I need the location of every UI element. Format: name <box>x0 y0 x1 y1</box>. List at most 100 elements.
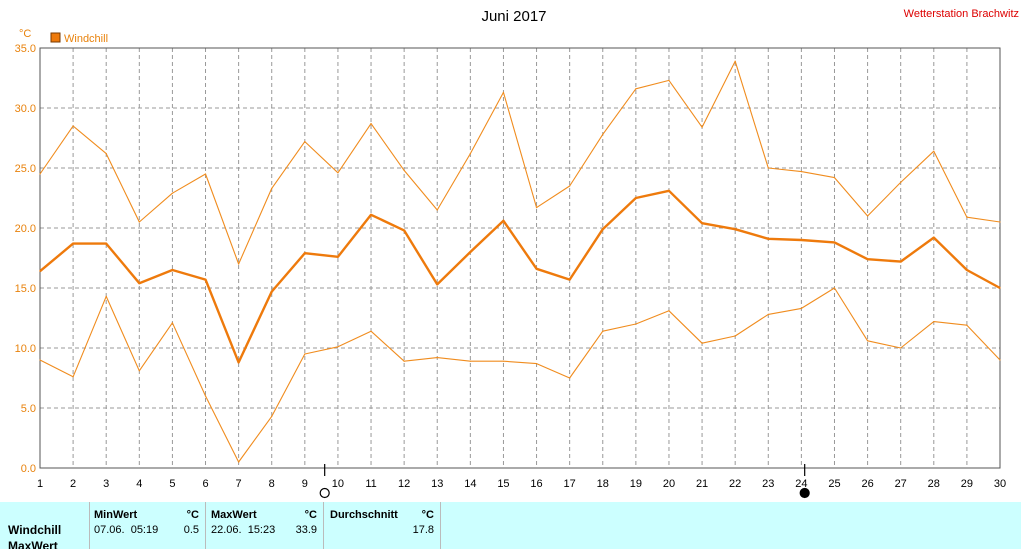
row-label-maxwert: MaxWert <box>8 539 58 549</box>
data-point-max <box>602 133 604 135</box>
data-point-min <box>403 360 405 362</box>
x-tick-label: 6 <box>202 478 208 490</box>
station-name: Wetterstation Brachwitz <box>904 8 1019 20</box>
legend-label: Windchill <box>64 33 108 45</box>
data-point-max <box>502 91 505 93</box>
data-point-avg <box>502 220 505 222</box>
x-tick-label: 5 <box>169 478 175 490</box>
x-tick-label: 19 <box>630 478 642 490</box>
data-point-max <box>304 141 306 143</box>
data-point-max <box>370 123 372 125</box>
data-point-max <box>271 187 273 189</box>
data-point-avg <box>138 282 140 284</box>
data-point-avg <box>535 268 538 270</box>
data-point-max <box>238 263 240 265</box>
plot-frame <box>39 47 1001 469</box>
data-point-min <box>866 340 869 342</box>
series-group <box>39 60 1001 463</box>
data-point-avg <box>304 252 306 254</box>
series-line-min <box>39 287 1001 463</box>
data-point-max <box>171 192 174 194</box>
y-tick-label: 35.0 <box>15 43 36 55</box>
data-point-max <box>701 126 703 128</box>
min-date: 07.06. 05:19 <box>94 524 159 536</box>
avg-unit: °C <box>421 509 434 521</box>
data-point-avg <box>271 291 273 293</box>
x-tick-label: 13 <box>431 478 443 490</box>
x-tick-label: 4 <box>136 478 142 490</box>
data-point-max <box>469 153 471 155</box>
data-point-max <box>569 185 571 187</box>
x-tick-label: 11 <box>365 478 376 490</box>
x-tick-label: 27 <box>895 478 907 490</box>
y-tick-label: 20.0 <box>15 223 36 235</box>
x-tick-label: 23 <box>762 478 774 490</box>
data-point-min <box>238 461 240 463</box>
min-unit: °C <box>186 509 199 521</box>
avg-header: Durchschnitt <box>330 509 398 521</box>
data-point-avg <box>238 361 240 363</box>
x-tick-label: 21 <box>696 478 708 490</box>
data-point-min <box>999 359 1001 361</box>
data-point-avg <box>800 239 802 241</box>
data-point-max <box>39 173 41 175</box>
data-point-min <box>701 342 703 344</box>
data-point-min <box>304 353 306 355</box>
data-point-min <box>966 324 968 326</box>
data-point-avg <box>436 283 438 285</box>
x-tick-label: 22 <box>729 478 741 490</box>
data-point-avg <box>999 287 1001 289</box>
footer-avg-col: Durchschnitt °C 17.8 <box>324 502 441 549</box>
data-point-avg <box>370 214 372 216</box>
data-point-avg <box>39 270 41 272</box>
y-tick-label: 25.0 <box>15 163 36 175</box>
new-moon-icon <box>799 487 810 499</box>
data-point-max <box>933 150 935 152</box>
data-point-min <box>502 360 505 362</box>
data-point-avg <box>403 229 405 231</box>
statistics-table: Windchill MaxWert MinWert °C 07.06. 05:1… <box>0 502 1021 549</box>
x-tick-label: 28 <box>928 478 940 490</box>
data-point-avg <box>602 228 604 230</box>
data-point-max <box>105 153 107 155</box>
data-point-avg <box>900 261 902 263</box>
y-tick-label: 30.0 <box>15 103 36 115</box>
footer-max-col: MaxWert °C 22.06. 15:23 33.9 <box>206 502 324 549</box>
data-point-avg <box>966 269 968 271</box>
data-point-min <box>469 360 471 362</box>
x-tick-label: 15 <box>497 478 509 490</box>
data-point-max <box>833 177 836 179</box>
data-point-min <box>734 335 736 337</box>
grid <box>40 47 1000 468</box>
data-point-min <box>635 323 637 325</box>
x-tick-label: 1 <box>37 478 43 490</box>
y-tick-label: 15.0 <box>15 283 36 295</box>
data-point-min <box>204 395 207 397</box>
data-point-max <box>436 209 438 211</box>
data-point-avg <box>204 279 207 281</box>
data-point-min <box>668 310 670 312</box>
data-point-avg <box>171 269 174 271</box>
min-value: 0.5 <box>183 524 199 536</box>
data-point-min <box>39 359 41 361</box>
data-point-avg <box>767 238 769 240</box>
data-point-min <box>370 330 372 332</box>
data-point-avg <box>105 243 107 245</box>
legend-swatch <box>50 32 61 43</box>
x-tick-label: 17 <box>564 478 576 490</box>
data-point-max <box>966 216 968 218</box>
x-tick-label: 2 <box>70 478 76 490</box>
data-point-max <box>403 169 405 171</box>
data-point-min <box>72 376 74 378</box>
data-point-min <box>569 377 571 379</box>
x-tick-label: 29 <box>961 478 973 490</box>
y-tick-label: 10.0 <box>15 343 36 355</box>
data-point-avg <box>833 241 836 243</box>
data-point-max <box>866 215 869 217</box>
data-point-avg <box>469 251 471 253</box>
data-point-max <box>668 79 670 81</box>
series-line-max <box>39 60 1001 265</box>
data-point-min <box>535 363 538 365</box>
x-tick-label: 10 <box>332 478 344 490</box>
data-point-avg <box>72 243 74 245</box>
